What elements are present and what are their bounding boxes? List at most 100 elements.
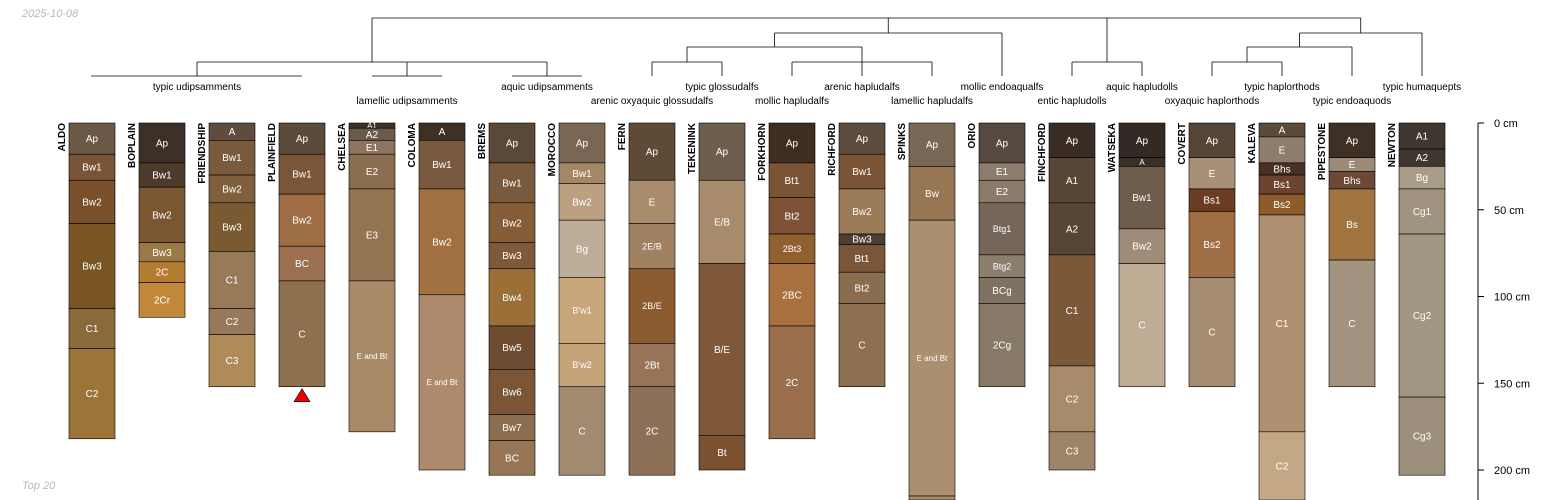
horizon bbox=[978, 303, 1026, 388]
horizon bbox=[278, 122, 326, 155]
horizon bbox=[68, 308, 116, 349]
profile-name: FINCHFORD bbox=[1037, 123, 1048, 182]
horizon bbox=[488, 440, 536, 476]
horizon-label: Ap bbox=[1136, 136, 1149, 147]
horizon bbox=[1118, 166, 1166, 230]
horizon-label: Bw1 bbox=[1132, 193, 1152, 204]
horizon-label: Ap bbox=[716, 147, 729, 158]
horizon-label: C bbox=[1208, 328, 1215, 339]
profile-name: FORKHORN bbox=[757, 123, 768, 181]
depth-tick-label: 200 cm bbox=[1494, 465, 1530, 477]
horizon bbox=[488, 242, 536, 270]
profile-name: COVERT bbox=[1177, 123, 1188, 165]
horizon-label: Bw2 bbox=[292, 216, 312, 227]
horizon-label: Btg1 bbox=[993, 224, 1012, 234]
profile-name: NEWTON bbox=[1387, 123, 1398, 167]
horizon bbox=[1258, 431, 1306, 500]
horizon-label: 2E/B bbox=[642, 241, 662, 251]
class-label-hapl_arenic: arenic hapludalfs bbox=[824, 82, 900, 93]
horizon-label: Ap bbox=[576, 138, 589, 149]
horizon bbox=[1328, 259, 1376, 388]
horizon-label: Bg bbox=[1416, 173, 1428, 184]
horizon bbox=[558, 277, 606, 344]
horizon-label: Bw3 bbox=[502, 251, 522, 262]
horizon-label: Bs1 bbox=[1273, 180, 1291, 191]
class-label-hapludoll_aquic: aquic hapludolls bbox=[1106, 82, 1178, 93]
profile-brems: BREMS Ap Bw1 Bw2 Bw3 Bw4 Bw5 Bw6 Bw7 BC bbox=[477, 123, 536, 476]
classification-dendrogram bbox=[91, 17, 1423, 77]
horizon bbox=[208, 174, 256, 204]
horizon-label: Ap bbox=[296, 134, 309, 145]
date-stamp: 2025-10-08 bbox=[22, 8, 79, 20]
horizon-label: Bhs bbox=[1273, 164, 1290, 175]
profile-covert: COVERT Ap E Bs1 Bs2 C bbox=[1177, 122, 1236, 388]
class-label-haplorthod_oxy: oxyaquic haplorthods bbox=[1165, 96, 1260, 107]
horizon-label: Bs bbox=[1346, 220, 1358, 231]
class-label-hapl_lamellic: lamellic hapludalfs bbox=[891, 96, 973, 107]
horizon bbox=[1258, 214, 1306, 433]
horizon-label: Bw3 bbox=[222, 223, 242, 234]
profile-name: CHELSEA bbox=[337, 123, 348, 171]
horizon bbox=[208, 202, 256, 252]
horizon-label: A bbox=[1279, 125, 1286, 136]
profile-spinks: SPINKS Ap Bw E and Bt bbox=[897, 123, 956, 500]
profile-tekenink: TEKENINK Ap E/B B/E Bt bbox=[687, 122, 746, 471]
horizon-label: Bhs bbox=[1343, 176, 1360, 187]
profile-newton: NEWTON A1 A2 Bg Cg1 Cg2 Cg3 bbox=[1387, 122, 1446, 476]
horizon-label: Bw1 bbox=[572, 169, 592, 180]
horizon-label: Bw2 bbox=[152, 210, 172, 221]
horizon bbox=[1398, 233, 1446, 398]
horizon-label: Ap bbox=[926, 140, 939, 151]
depth-axis: 0 cm 50 cm 100 cm 150 cm 200 cm bbox=[1477, 118, 1530, 500]
profile-boplain: BOPLAIN Ap Bw1 Bw2 Bw3 2C 2Cr bbox=[127, 122, 186, 318]
horizon-label: A1 bbox=[1066, 176, 1079, 187]
profile-name: MOROCCO bbox=[547, 123, 558, 177]
horizon bbox=[68, 179, 116, 224]
horizon-label: C bbox=[858, 341, 865, 352]
horizon bbox=[838, 303, 886, 388]
profile-name: COLOMA bbox=[407, 123, 418, 167]
horizon-label: C bbox=[578, 426, 585, 437]
profile-coloma: COLOMA A Bw1 Bw2 E and Bt bbox=[407, 122, 466, 471]
horizon-label: C bbox=[298, 329, 305, 340]
class-label-udip_lamellic: lamellic udipsamments bbox=[356, 96, 457, 107]
horizon-label: Ap bbox=[646, 147, 659, 158]
horizon-label: Bw1 bbox=[222, 153, 242, 164]
horizon-label: E2 bbox=[366, 167, 379, 178]
horizon bbox=[978, 277, 1026, 304]
horizon bbox=[628, 386, 676, 476]
profile-name: KALEVA bbox=[1247, 123, 1258, 163]
horizon-label: 2Cr bbox=[154, 295, 171, 306]
horizon-label: Bw1 bbox=[82, 163, 102, 174]
horizon bbox=[1118, 263, 1166, 388]
horizon-label: E bbox=[1279, 145, 1286, 156]
horizon-label: C2 bbox=[86, 389, 99, 400]
horizon bbox=[1188, 157, 1236, 190]
horizon-label: A bbox=[1139, 158, 1145, 167]
horizon-label: E bbox=[1349, 160, 1356, 171]
horizon bbox=[1398, 122, 1446, 150]
profile-orio: ORIO Ap E1 E2 Btg1 Btg2 BCg 2Cg bbox=[967, 122, 1026, 388]
profile-name: BOPLAIN bbox=[127, 123, 138, 168]
horizon-label: BC bbox=[295, 259, 309, 270]
horizon bbox=[978, 202, 1026, 256]
horizon bbox=[908, 166, 956, 221]
horizon-label: C1 bbox=[226, 276, 239, 287]
horizon-label: Bw2 bbox=[432, 237, 452, 248]
horizon-label: Bs2 bbox=[1203, 240, 1221, 251]
class-label-haplorthod_typic: typic haplorthods bbox=[1244, 82, 1320, 93]
horizon bbox=[1398, 396, 1446, 476]
horizon-label: Bs1 bbox=[1203, 196, 1221, 207]
horizon-label: 2B/E bbox=[642, 301, 662, 311]
horizon-label: C3 bbox=[1066, 446, 1079, 457]
horizon bbox=[1118, 228, 1166, 264]
horizon-label: A bbox=[229, 127, 236, 138]
class-label-hapludoll_entic: entic hapludolls bbox=[1038, 96, 1107, 107]
horizon bbox=[628, 343, 676, 388]
horizon bbox=[68, 223, 116, 309]
horizon-label: Ap bbox=[156, 138, 169, 149]
horizon-label: C2 bbox=[1066, 394, 1079, 405]
horizon bbox=[1188, 211, 1236, 278]
horizon bbox=[698, 434, 746, 471]
profile-name: SPINKS bbox=[897, 123, 908, 161]
